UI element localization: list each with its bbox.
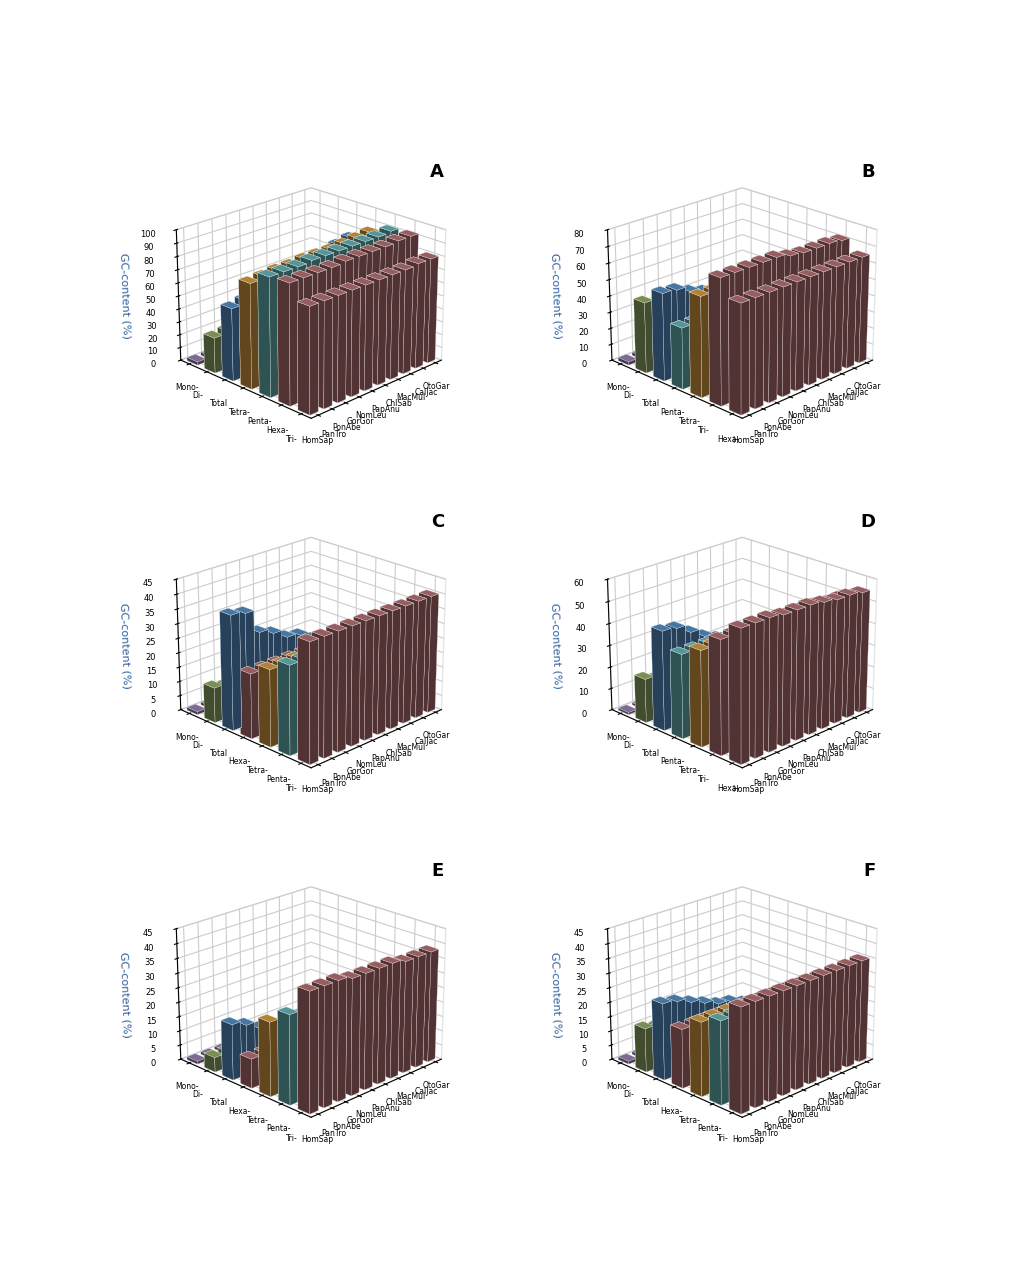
Text: E: E <box>431 862 443 880</box>
Text: A: A <box>430 163 443 181</box>
Text: C: C <box>430 513 443 531</box>
Text: B: B <box>861 163 874 181</box>
Text: D: D <box>859 513 874 531</box>
Text: F: F <box>862 862 874 880</box>
